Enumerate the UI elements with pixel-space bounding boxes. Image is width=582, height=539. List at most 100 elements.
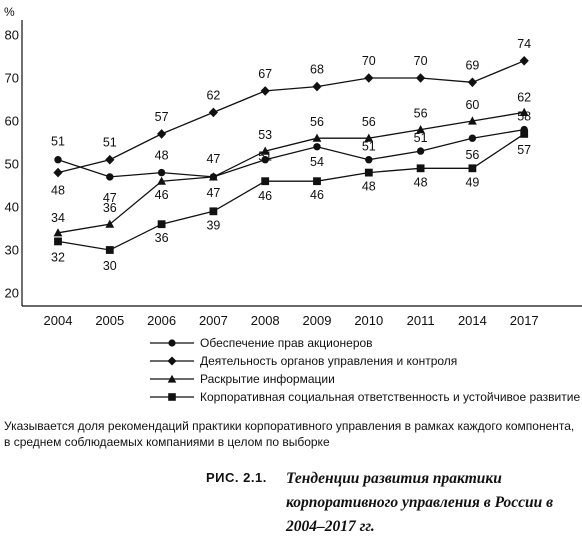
- diamond-marker: [312, 81, 322, 92]
- circle-marker: [54, 156, 62, 164]
- figure-number: РИС. 2.1.: [206, 470, 267, 485]
- square-marker: [105, 246, 114, 254]
- data-label: 30: [103, 259, 117, 273]
- triangle-marker: [364, 133, 374, 142]
- diamond-marker: [53, 167, 63, 178]
- x-tick-label: 2010: [354, 313, 383, 328]
- legend-diamond-marker-icon: [150, 356, 194, 366]
- circle-marker: [261, 156, 269, 164]
- series-line-2: [57, 60, 525, 174]
- data-label: 32: [51, 250, 65, 264]
- square-marker: [313, 177, 321, 186]
- data-label: 51: [362, 140, 376, 154]
- legend-label: Раскрытие информации: [200, 372, 335, 386]
- x-tick-label: 2008: [251, 313, 280, 328]
- data-label: 69: [465, 58, 479, 72]
- y-tick-label: 50: [5, 157, 19, 172]
- y-tick-label: 30: [5, 243, 19, 258]
- circle-marker: [106, 173, 114, 181]
- x-tick-label: 2014: [458, 313, 487, 328]
- triangle-marker: [53, 228, 63, 237]
- data-label: 56: [414, 107, 428, 121]
- data-label: 57: [155, 110, 169, 124]
- y-tick-label: 60: [5, 114, 19, 129]
- square-marker: [54, 237, 62, 246]
- chart-series: [53, 56, 529, 254]
- data-label: 74: [517, 37, 531, 51]
- data-label: 67: [258, 67, 272, 81]
- square-marker: [468, 164, 477, 173]
- data-label: 70: [362, 54, 376, 68]
- data-label: 47: [206, 152, 220, 166]
- triangle-marker: [157, 176, 166, 185]
- data-label: 68: [310, 63, 324, 77]
- data-label: 47: [103, 191, 117, 205]
- circle-marker: [313, 143, 321, 151]
- square-marker: [157, 220, 166, 229]
- legend-item-csr: Корпоративная социальная ответственность…: [150, 388, 580, 406]
- data-label: 54: [310, 155, 324, 169]
- data-label: 53: [258, 128, 272, 142]
- y-tick-label: 80: [5, 28, 19, 43]
- data-label: 57: [517, 143, 531, 157]
- data-label: 48: [51, 184, 65, 198]
- legend-item-shareholder-rights: Обеспечение прав акционеров: [150, 334, 580, 352]
- data-label: 56: [310, 115, 324, 129]
- legend-label: Обеспечение прав акционеров: [200, 336, 373, 350]
- data-label: 58: [517, 110, 531, 124]
- diamond-marker: [105, 154, 115, 165]
- x-tick-label: 2007: [199, 313, 228, 328]
- data-labels: 5148343251473630574846366247473967535146…: [51, 37, 531, 273]
- data-label: 60: [465, 98, 479, 112]
- x-tick-label: 2005: [95, 313, 124, 328]
- triangle-marker: [312, 133, 322, 142]
- data-label: 49: [465, 175, 479, 189]
- diamond-marker: [519, 56, 529, 66]
- circle-marker: [416, 147, 425, 155]
- y-tick-label: 20: [5, 286, 19, 301]
- data-label: 51: [258, 150, 272, 164]
- data-label: 51: [414, 131, 428, 145]
- square-marker: [209, 207, 218, 216]
- y-tick-label: 40: [5, 200, 19, 215]
- legend-label: Корпоративная социальная ответственность…: [200, 390, 581, 404]
- y-axis-unit: %: [4, 5, 15, 19]
- data-label: 51: [103, 136, 117, 150]
- y-axis-ticks: 20 30 40 50 60 70 80: [5, 28, 19, 301]
- x-tick-label: 2004: [44, 313, 73, 328]
- diamond-marker: [260, 86, 270, 96]
- data-label: 47: [206, 186, 220, 200]
- legend-label: Деятельность органов управления и контро…: [200, 354, 458, 368]
- x-tick-label: 2006: [147, 313, 176, 328]
- square-marker: [520, 130, 529, 138]
- data-label: 56: [362, 115, 376, 129]
- data-label: 48: [414, 175, 428, 189]
- circle-marker: [157, 168, 166, 177]
- square-marker: [364, 168, 373, 177]
- chart-legend: Обеспечение прав акционеров Деятельность…: [150, 334, 580, 406]
- chart-note: Указывается доля рекомендаций практики к…: [4, 419, 575, 449]
- data-label: 39: [206, 218, 220, 232]
- triangle-marker: [519, 107, 529, 116]
- data-label: 51: [51, 135, 65, 149]
- data-label: 34: [51, 211, 65, 225]
- diamond-marker: [208, 107, 218, 118]
- circle-marker: [468, 134, 477, 142]
- data-label: 48: [362, 180, 376, 194]
- legend-triangle-marker-icon: [150, 374, 194, 383]
- diamond-marker: [467, 77, 477, 88]
- series-line-4: [57, 133, 525, 251]
- triangle-marker: [468, 116, 477, 125]
- series-line-1: [57, 128, 525, 178]
- triangle-marker: [209, 172, 218, 181]
- x-tick-label: 2011: [407, 313, 435, 328]
- data-label: 46: [155, 188, 169, 202]
- legend-circle-marker-icon: [150, 339, 194, 347]
- data-label: 62: [206, 88, 220, 102]
- data-label: 48: [155, 149, 169, 163]
- square-marker: [261, 177, 270, 186]
- data-label: 36: [103, 201, 117, 215]
- x-axis-ticks: 2004 2005 2006 2007 2008 2009 2010 2011 2014 2017: [44, 313, 539, 328]
- circle-marker: [365, 156, 373, 164]
